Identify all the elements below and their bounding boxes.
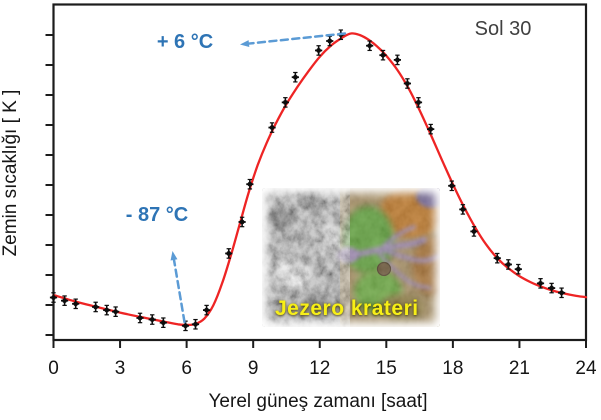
arrow-to-min-label bbox=[170, 251, 186, 324]
data-point bbox=[281, 97, 289, 108]
data-point bbox=[470, 226, 478, 237]
marker-dot bbox=[160, 320, 166, 326]
x-tick-label: 24 bbox=[575, 358, 597, 379]
marker-dot bbox=[380, 52, 386, 58]
data-point bbox=[514, 263, 522, 275]
marker-dot bbox=[416, 99, 421, 105]
jezero-inset-image: Jezero krateri bbox=[262, 188, 440, 327]
annotation-max-temp: + 6 °C bbox=[156, 31, 214, 53]
data-point bbox=[268, 122, 276, 133]
x-tick-label: 3 bbox=[114, 358, 126, 379]
data-point bbox=[379, 49, 387, 61]
marker-dot bbox=[316, 48, 322, 53]
data-point bbox=[159, 317, 167, 329]
marker-dot bbox=[515, 266, 521, 272]
data-point bbox=[493, 252, 501, 264]
marker-dot bbox=[549, 285, 555, 291]
marker-dot bbox=[104, 307, 110, 313]
marker-dot bbox=[51, 295, 56, 300]
data-point bbox=[548, 282, 556, 294]
data-point bbox=[238, 216, 246, 228]
marker-dot bbox=[73, 301, 79, 307]
data-point bbox=[403, 78, 411, 89]
arrow-head bbox=[240, 40, 250, 48]
x-tick-label: 9 bbox=[247, 358, 259, 379]
marker-dot bbox=[292, 74, 298, 80]
marker-dot bbox=[428, 126, 434, 132]
data-point bbox=[202, 304, 211, 316]
marker-dot bbox=[93, 304, 99, 310]
x-tick-label: 6 bbox=[181, 358, 192, 379]
data-point bbox=[393, 54, 402, 66]
data-point bbox=[191, 318, 200, 330]
inset-caption: Jezero krateri bbox=[275, 297, 419, 320]
x-axis-title: Yerel güneş zamanı [saat] bbox=[208, 391, 428, 412]
arrow-shaft bbox=[247, 32, 347, 45]
jezero-terrain-graphic bbox=[262, 188, 440, 327]
data-point bbox=[536, 278, 545, 289]
marker-dot bbox=[183, 323, 188, 329]
marker-dot bbox=[494, 255, 500, 261]
marker-dot bbox=[538, 280, 543, 286]
axis-ticks bbox=[45, 34, 587, 348]
data-point bbox=[246, 178, 254, 190]
data-point bbox=[504, 259, 512, 270]
data-point bbox=[557, 287, 566, 299]
marker-dot bbox=[449, 183, 455, 189]
x-tick-label: 18 bbox=[442, 358, 464, 379]
x-tick-label: 21 bbox=[508, 358, 530, 379]
data-point bbox=[136, 312, 144, 324]
data-point bbox=[448, 180, 456, 192]
marker-dot bbox=[62, 298, 67, 304]
data-point bbox=[427, 123, 435, 135]
marker-dot bbox=[269, 125, 275, 130]
data-point bbox=[92, 301, 100, 313]
data-point bbox=[225, 248, 233, 259]
marker-dot bbox=[226, 251, 232, 256]
marker-dot bbox=[193, 321, 198, 327]
marker-dot bbox=[327, 38, 333, 44]
data-point bbox=[459, 204, 467, 215]
marker-dot bbox=[239, 219, 245, 225]
x-tick-label: 15 bbox=[375, 358, 397, 379]
marker-dot bbox=[404, 81, 410, 86]
marker-dot bbox=[247, 181, 253, 187]
data-point bbox=[414, 97, 423, 108]
data-point bbox=[315, 45, 323, 56]
y-axis-title: Zemin sıcaklığı [ K ] bbox=[0, 89, 21, 257]
data-point bbox=[49, 292, 58, 303]
marker-dot bbox=[505, 262, 511, 267]
marker-dot bbox=[149, 317, 155, 322]
annotation-min-temp: - 87 °C bbox=[125, 204, 189, 226]
marker-dot bbox=[367, 43, 373, 49]
marker-dot bbox=[471, 229, 477, 234]
data-point bbox=[103, 304, 111, 316]
data-points bbox=[49, 29, 566, 332]
marker-dot bbox=[460, 206, 466, 212]
marker-dot bbox=[113, 309, 119, 315]
data-point bbox=[148, 314, 156, 325]
marker-dot bbox=[559, 290, 564, 296]
sol-label: Sol 30 bbox=[474, 18, 532, 40]
x-tick-label: 12 bbox=[309, 358, 331, 379]
marker-dot bbox=[137, 315, 143, 321]
arrow-to-max-label bbox=[240, 32, 347, 48]
arrow-head bbox=[170, 251, 178, 261]
data-point bbox=[60, 295, 69, 306]
data-point bbox=[366, 40, 374, 52]
marker-dot bbox=[282, 99, 288, 105]
arrow-shaft bbox=[172, 258, 186, 324]
data-point bbox=[112, 306, 120, 317]
x-tick-label: 0 bbox=[48, 358, 59, 379]
data-point bbox=[291, 71, 299, 83]
marker-dot bbox=[395, 57, 400, 63]
marker-dot bbox=[204, 307, 209, 313]
data-point bbox=[72, 298, 80, 310]
